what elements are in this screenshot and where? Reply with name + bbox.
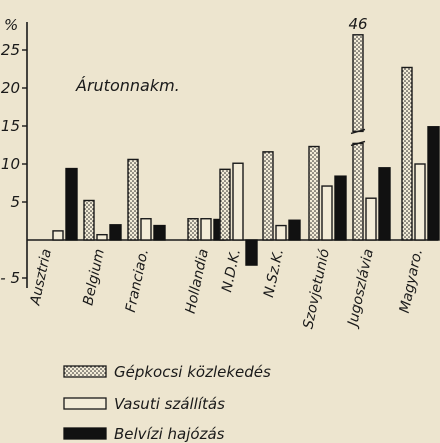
bar	[187, 218, 199, 241]
category-label: Magyaro.	[397, 248, 426, 315]
bar-break-value-label: 46	[348, 15, 367, 33]
legend-label-gepkocsi: Gépkocsi közlekedés	[114, 363, 271, 381]
legend-swatch-vasuti	[63, 397, 107, 410]
y-ticks: - 5 5 10 15 20 25	[0, 41, 27, 287]
bar	[127, 158, 139, 241]
bar-break-mark	[350, 128, 366, 135]
bar	[96, 233, 108, 241]
bar	[232, 162, 244, 241]
legend-swatch-gepkocsi	[63, 365, 107, 378]
category-labels: Ausztria Belgium Franciao. Hollandia N.D.K. N…	[27, 247, 426, 330]
category-label: Ausztria	[27, 248, 55, 308]
category-label: Jugoszlávia	[344, 248, 377, 331]
bar	[109, 224, 122, 241]
bars: 46	[52, 15, 440, 266]
bar	[401, 66, 413, 241]
category-label: Belgium	[80, 248, 108, 307]
bar-lower-segment	[352, 142, 364, 241]
legend-swatch-belvizi	[63, 427, 107, 440]
bar	[378, 167, 391, 241]
bar	[200, 218, 212, 241]
bar	[245, 239, 258, 266]
bar-break-mark	[350, 140, 366, 147]
bar	[275, 224, 287, 241]
bar	[140, 218, 152, 241]
chart-annotation: Árutonnakm.	[75, 76, 180, 95]
bar	[65, 167, 78, 241]
y-tick-label: 20	[1, 79, 20, 97]
bar	[321, 185, 333, 241]
bar	[153, 224, 166, 241]
bar	[308, 145, 320, 241]
bar	[288, 219, 301, 241]
category-label: N.Sz.K.	[261, 248, 287, 300]
bar	[414, 163, 426, 241]
y-tick-label: 25	[1, 41, 20, 59]
bar	[427, 126, 440, 241]
bar-upper-segment	[352, 34, 364, 133]
legend-label-vasuti: Vasuti szállítás	[114, 395, 225, 413]
y-tick-label: 15	[1, 117, 20, 135]
bar	[262, 151, 274, 241]
y-tick-label: 5	[10, 193, 20, 211]
category-label: Szovjetunió	[300, 247, 333, 330]
bar	[83, 199, 95, 241]
bar	[334, 175, 347, 241]
category-label: Franciao.	[123, 248, 152, 314]
category-label: Hollandia	[183, 248, 212, 316]
y-tick-label: 10	[1, 155, 20, 173]
bar	[52, 230, 64, 241]
y-axis-label: %	[4, 16, 18, 34]
bar	[219, 168, 231, 241]
legend-label-belvizi: Belvízi hajózás	[114, 425, 225, 443]
legend: Gépkocsi közlekedés Vasuti szállítás Bel…	[63, 363, 271, 443]
bar	[365, 197, 377, 241]
y-tick-label: - 5	[0, 269, 20, 287]
category-label: N.D.K.	[219, 248, 244, 294]
